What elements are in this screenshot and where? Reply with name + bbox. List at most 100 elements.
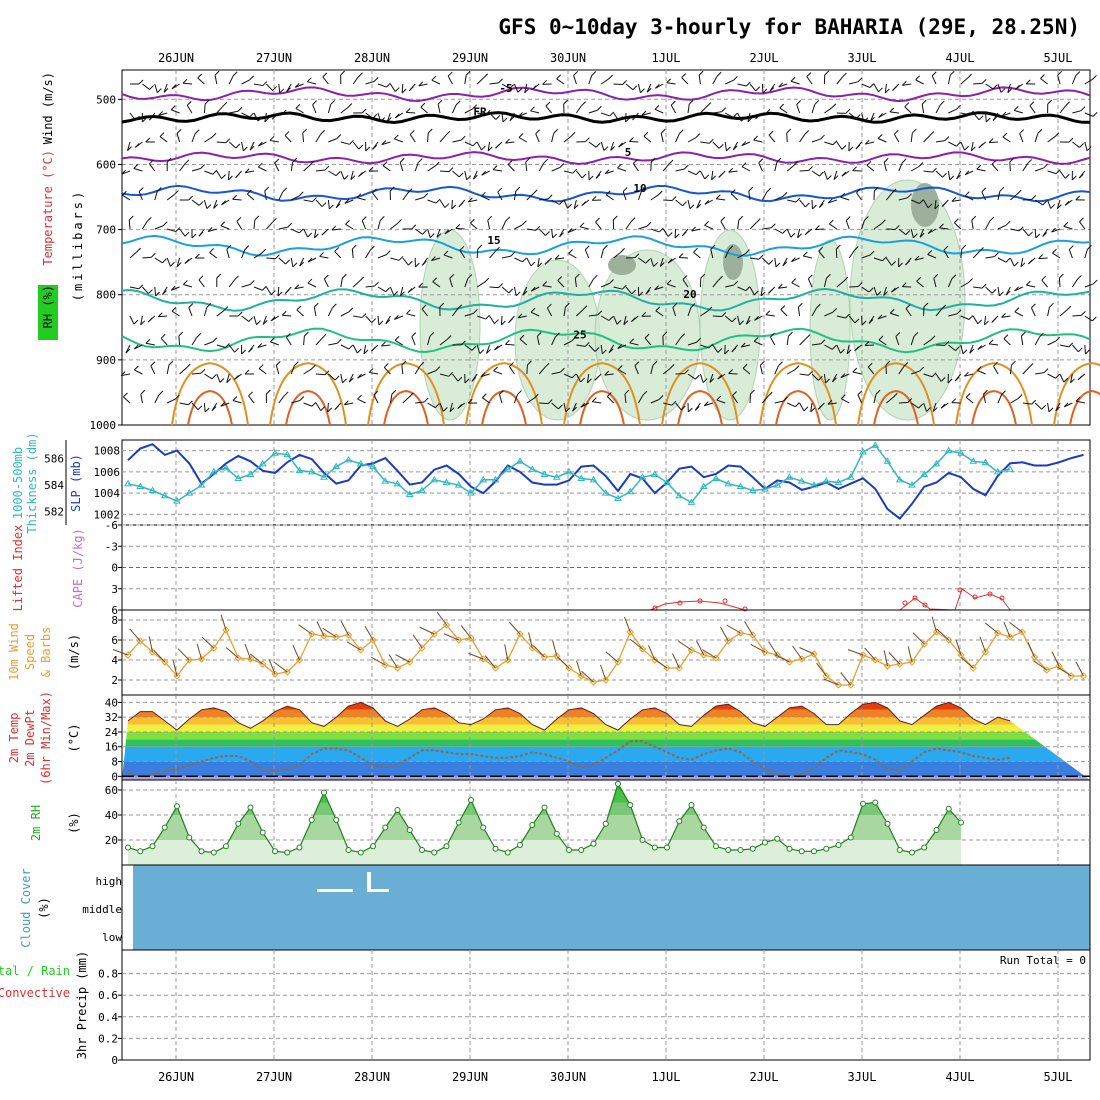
- wind10m-point: [822, 672, 830, 680]
- wind-barb-flag: [298, 228, 304, 234]
- wind-barb-flag: [401, 360, 407, 366]
- wind-barb: [129, 315, 135, 325]
- wind-barb-flag: [505, 216, 511, 222]
- wind-barb-flag: [234, 275, 239, 281]
- wind-barb-flag: [721, 107, 727, 113]
- wind-barb-flag: [235, 143, 241, 149]
- wind-barb: [228, 141, 237, 149]
- wind-barb: [191, 337, 198, 346]
- wind-barb-flag: [745, 286, 751, 292]
- wind-barb-flag: [815, 225, 820, 230]
- wind-barb-flag: [1007, 88, 1013, 93]
- wind-barb: [1047, 170, 1057, 175]
- wind-barb: [604, 373, 614, 376]
- wind10m-barb: [696, 640, 705, 656]
- wind-barb: [203, 402, 206, 413]
- wind-barb: [976, 168, 986, 172]
- wind10m-point: [222, 626, 230, 634]
- wind-barb: [439, 339, 448, 346]
- wind-barb-flag: [435, 198, 441, 204]
- wind-barb: [241, 284, 251, 288]
- wind-barb: [698, 75, 701, 85]
- isotherm-line: [121, 234, 1091, 257]
- wind-barb-flag: [494, 345, 499, 351]
- wind-barb: [919, 228, 925, 238]
- wind10m-barb: [484, 655, 496, 669]
- wind-barb-flag: [621, 284, 627, 290]
- wind-barb-flag: [622, 80, 627, 85]
- wind-barb-flag: [393, 134, 399, 140]
- wind-barb: [204, 373, 213, 380]
- wind-barb-flag: [930, 335, 936, 341]
- wind-barb-flag: [854, 346, 860, 352]
- wind-barb: [943, 249, 949, 259]
- thickness-point: [405, 490, 414, 497]
- rh2m-point: [774, 835, 781, 842]
- wind-barb: [513, 394, 518, 404]
- chart-title: GFS 0~10day 3-hourly for BAHARIA (29E, 2…: [498, 15, 1080, 39]
- wind-barb-flag: [197, 405, 203, 411]
- wind-barb-flag: [170, 262, 175, 267]
- wind-barb: [277, 286, 280, 297]
- wind-barb-flag: [864, 216, 869, 221]
- wind10m-barb: [1051, 651, 1060, 667]
- wind-barb: [867, 366, 875, 375]
- wind-barb: [340, 107, 349, 114]
- wind-barb: [253, 286, 263, 291]
- wind-barb: [595, 221, 602, 230]
- wind-barb-flag: [794, 365, 800, 370]
- wind10m-point: [871, 656, 879, 664]
- wind-barb: [1001, 112, 1011, 117]
- pressure-axis-label: (millibars): [71, 189, 85, 301]
- wind-barb-flag: [690, 303, 696, 308]
- thickness-point: [944, 446, 953, 454]
- wind-barb: [501, 83, 511, 89]
- cloud-unit: (%): [37, 897, 51, 919]
- wind-barb-flag: [547, 303, 552, 309]
- wind-barb-flag: [236, 217, 242, 222]
- wind-barb: [836, 76, 843, 85]
- wind-barb-flag: [471, 376, 477, 382]
- wind-barb-flag: [225, 343, 230, 348]
- wind-barb: [459, 250, 466, 259]
- wind-barb-flag: [559, 163, 565, 168]
- wind-barb: [650, 365, 654, 375]
- wind-barb: [507, 164, 515, 172]
- wind-barb-flag: [810, 407, 816, 413]
- rh-shade-core: [911, 183, 939, 227]
- wind-barb-flag: [220, 221, 226, 227]
- wind-barb: [948, 344, 956, 352]
- wind-barb-flag: [646, 221, 652, 227]
- wind-barb-flag: [188, 195, 193, 201]
- wind-barb-flag: [901, 158, 907, 164]
- wind-barb: [266, 83, 273, 91]
- rh2m-point: [933, 827, 940, 833]
- isotherm-label: 10: [633, 182, 646, 195]
- wind-barb: [861, 112, 865, 122]
- wind-barb: [414, 162, 419, 172]
- wind-barb-flag: [941, 304, 947, 310]
- wind-barb: [852, 371, 862, 375]
- li-line: [899, 588, 1011, 611]
- wind-barb-flag: [641, 311, 647, 317]
- wind-barb: [774, 257, 777, 267]
- wind-barb-flag: [444, 203, 450, 208]
- wind-barb-flag: [184, 231, 190, 237]
- wind10m-barb: [196, 643, 202, 660]
- wind-barb-flag: [286, 333, 291, 338]
- wind-barb: [573, 199, 577, 209]
- wind-barb-flag: [330, 99, 336, 105]
- wind10m-barb: [436, 611, 447, 626]
- wind-barb: [1059, 105, 1066, 114]
- wind-barb: [519, 338, 528, 346]
- wind-barb-flag: [372, 144, 378, 150]
- wind-barb: [319, 255, 329, 259]
- wind-barb-flag: [595, 217, 600, 223]
- wind10m-barb: [468, 652, 484, 660]
- wind-barb-flag: [978, 115, 984, 121]
- wind-barb-flag: [870, 116, 875, 122]
- wind-barb: [133, 168, 143, 172]
- wind-barb-flag: [505, 340, 510, 345]
- wind-barb: [464, 278, 469, 288]
- wind-barb: [352, 280, 361, 288]
